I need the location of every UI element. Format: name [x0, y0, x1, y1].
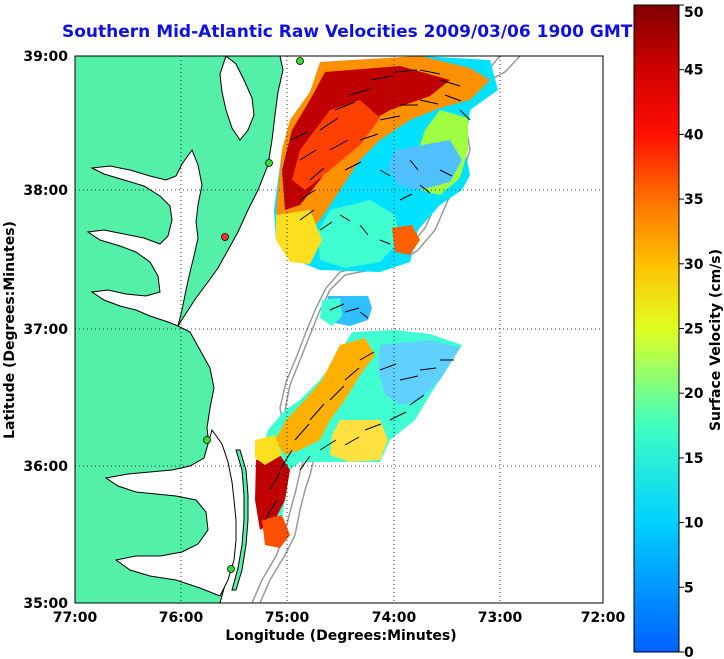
- y-tick-label: 36:00: [23, 459, 68, 475]
- x-tick-label: 73:00: [478, 610, 523, 626]
- station-marker: [296, 57, 304, 65]
- y-tick-label: 39:00: [23, 49, 68, 65]
- x-tick-label: 77:00: [53, 610, 98, 626]
- colorbar-tick-label: 45: [684, 63, 703, 79]
- x-axis: 77:00 76:00 75:00 74:00 73:00 72:00 Long…: [53, 610, 626, 644]
- colorbar-scale: [633, 4, 680, 653]
- colorbar-label: Surface Velocity (cm/s): [708, 249, 724, 431]
- x-axis-label: Longitude (Degrees:Minutes): [225, 628, 456, 644]
- colorbar-tick-label: 15: [684, 451, 703, 467]
- station-marker: [227, 565, 235, 573]
- current-vectors: [264, 69, 471, 521]
- plot-title: Southern Mid-Atlantic Raw Velocities 200…: [62, 22, 633, 42]
- pamlico-sound: [104, 428, 237, 597]
- colorbar-tick-label: 10: [684, 516, 704, 532]
- grid-lines: [75, 56, 603, 603]
- x-tick-label: 74:00: [372, 610, 417, 626]
- velocity-field-north: [274, 56, 498, 272]
- station-marker: [265, 159, 273, 167]
- colorbar-tick-label: 5: [684, 580, 694, 596]
- x-tick-label: 76:00: [159, 610, 204, 626]
- x-tick-label: 75:00: [265, 610, 310, 626]
- plot-frame: [74, 55, 604, 604]
- colorbar-tick-label: 35: [684, 192, 703, 208]
- station-markers: [203, 57, 304, 573]
- x-tick-label: 72:00: [581, 610, 626, 626]
- colorbar-tick-label: 40: [684, 127, 704, 143]
- y-axis: 39:00 38:00 37:00 36:00 35:00 Latitude (…: [2, 49, 68, 612]
- station-marker: [203, 436, 211, 444]
- chesapeake-bay: [86, 148, 203, 327]
- y-axis-label: Latitude (Degrees:Minutes): [2, 221, 18, 439]
- colorbar-tick-label: 0: [684, 645, 694, 659]
- colorbar-tick-label: 20: [684, 386, 704, 402]
- y-tick-label: 35:00: [23, 596, 68, 612]
- colorbar-tick-label: 30: [684, 257, 704, 273]
- colorbar-tick-label: 50: [684, 5, 704, 21]
- station-marker: [221, 233, 229, 241]
- barrier-island: [231, 449, 249, 591]
- delaware-bay: [219, 56, 255, 141]
- colorbar-tick-label: 25: [684, 322, 703, 338]
- y-tick-label: 38:00: [23, 183, 68, 199]
- y-tick-label: 37:00: [23, 322, 68, 338]
